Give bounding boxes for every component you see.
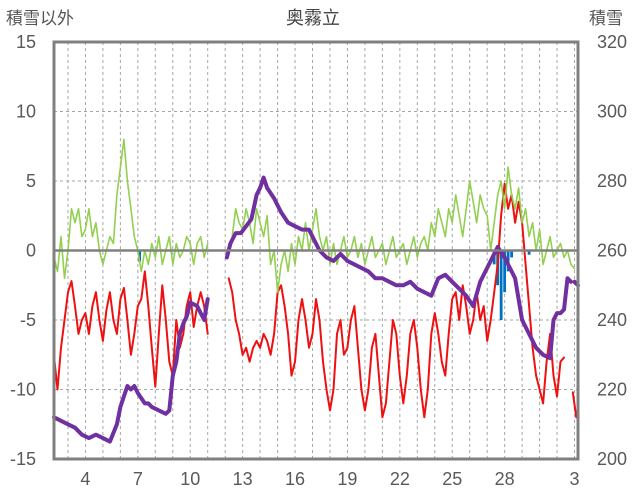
series-line (571, 391, 578, 419)
left-tick-label: 10 (16, 102, 36, 122)
right-tick-label: 240 (597, 310, 627, 330)
series-line (53, 138, 209, 280)
series-line (224, 175, 573, 361)
snow-bar (138, 250, 141, 262)
x-axis-ticks: 4 7 10 13 16 19 22 25 28 3 (80, 469, 579, 489)
left-tick-label: 5 (26, 171, 36, 191)
right-tick-label: 260 (597, 241, 627, 261)
right-axis-ticks: 320 300 280 260 240 220 200 (597, 32, 627, 469)
plot-frame (52, 40, 580, 461)
chart-title: 奥霧立 (286, 8, 340, 29)
right-tick-label: 300 (597, 102, 627, 122)
x-tick-label: 16 (285, 469, 305, 489)
left-tick-label: -15 (10, 449, 36, 469)
x-tick-label: 19 (337, 469, 357, 489)
snow-bar (527, 250, 531, 255)
left-tick-label: -10 (10, 380, 36, 400)
x-tick-label: 4 (80, 469, 90, 489)
right-axis-label: 積雪 (589, 9, 623, 29)
snow-bar (510, 250, 514, 258)
left-tick-label: 15 (16, 32, 36, 52)
x-tick-label: 22 (390, 469, 410, 489)
series-line (52, 297, 210, 444)
snow-bar (503, 250, 507, 293)
x-tick-label: 10 (180, 469, 200, 489)
left-tick-label: -5 (20, 310, 36, 330)
left-axis-label: 積雪以外 (6, 9, 74, 29)
series-line (231, 166, 576, 294)
series-line (227, 182, 565, 419)
right-tick-label: 280 (597, 171, 627, 191)
right-tick-label: 200 (597, 449, 627, 469)
left-axis-ticks: 15 10 5 0 -5 -10 -15 (10, 32, 36, 469)
series-line (53, 270, 209, 391)
right-tick-label: 220 (597, 380, 627, 400)
x-tick-label: 13 (233, 469, 253, 489)
x-tick-label: 28 (495, 469, 515, 489)
right-tick-label: 320 (597, 32, 627, 52)
snow-bar (499, 250, 503, 320)
x-tick-label: 3 (569, 469, 579, 489)
x-tick-label: 7 (133, 469, 143, 489)
x-tick-label: 25 (442, 469, 462, 489)
left-tick-label: 0 (26, 241, 36, 261)
